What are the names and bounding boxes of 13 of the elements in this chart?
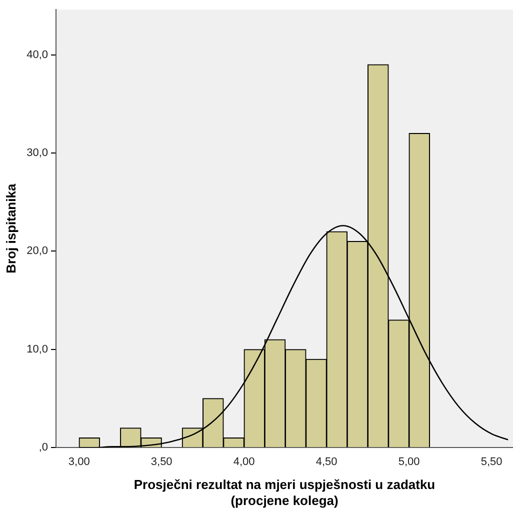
x-tick-label: 4,00 [233,456,255,468]
x-tick-label: 5,00 [398,456,420,468]
y-tick-label: 20,0 [26,245,48,258]
x-tick-label: 4,50 [316,456,338,468]
x-tick-label: 5,50 [480,456,502,468]
y-axis-title: Broj ispitanika [3,183,18,274]
x-tick-label: 3,00 [68,456,90,468]
y-tick-label: ,0 [38,442,48,454]
y-tick-label: 40,0 [26,48,48,61]
y-tick-label: 10,0 [26,343,48,356]
x-axis-title: Prosječni rezultat na mjeri uspješnosti u zadatku (procjene kolega) [134,477,436,508]
y-tick-label: 30,0 [26,147,48,160]
x-tick-label: 3,50 [150,456,172,468]
